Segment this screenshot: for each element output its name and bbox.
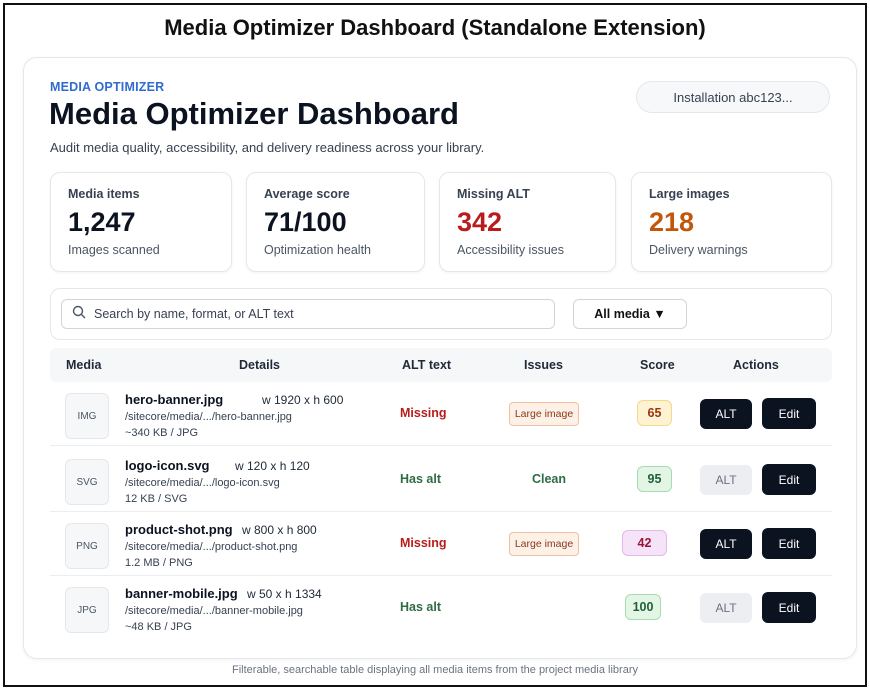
column-header-details: Details [239, 358, 280, 372]
stat-subtext: Images scanned [68, 243, 160, 257]
issue-status: Clean [531, 472, 567, 486]
column-header-issues: Issues [524, 358, 563, 372]
alt-status: Has alt [400, 600, 441, 614]
file-dimensions: w 120 x h 120 [235, 459, 310, 473]
media-thumbnail[interactable]: JPG [65, 587, 109, 633]
stat-subtext: Accessibility issues [457, 243, 564, 257]
dashboard-card: MEDIA OPTIMIZER Media Optimizer Dashboar… [23, 57, 857, 659]
alt-button[interactable]: ALT [700, 593, 752, 623]
alt-status: Missing [400, 536, 447, 550]
edit-button[interactable]: Edit [762, 464, 816, 495]
media-thumbnail[interactable]: PNG [65, 523, 109, 569]
stat-card-large-images: Large images 218 Delivery warnings [631, 172, 832, 272]
table-header: Media Details ALT text Issues Score Acti… [50, 348, 832, 382]
issue-badge: Large image [509, 402, 579, 426]
file-path: /sitecore/media/.../hero-banner.jpg [125, 411, 292, 423]
score-badge: 95 [637, 466, 672, 492]
stat-value: 71/100 [264, 207, 347, 237]
stat-card-media-items: Media items 1,247 Images scanned [50, 172, 232, 272]
search-icon [72, 305, 86, 324]
frame-title: Media Optimizer Dashboard (Standalone Ex… [164, 15, 706, 40]
file-meta: 12 KB / SVG [125, 493, 188, 505]
search-input[interactable] [94, 301, 554, 327]
search-box[interactable] [61, 299, 555, 329]
edit-button[interactable]: Edit [762, 398, 816, 429]
file-meta: ~340 KB / JPG [125, 427, 199, 439]
file-name: hero-banner.jpg [125, 392, 224, 407]
file-meta: ~48 KB / JPG [125, 621, 192, 633]
file-meta: 1.2 MB / PNG [125, 557, 193, 569]
filter-toolbar: All media ▼ [50, 288, 832, 340]
stat-card-average-score: Average score 71/100 Optimization health [246, 172, 425, 272]
file-dimensions: w 50 x h 1334 [247, 587, 322, 601]
column-header-alt-text: ALT text [402, 358, 452, 372]
file-path: /sitecore/media/.../logo-icon.svg [125, 477, 280, 489]
stat-subtext: Delivery warnings [649, 243, 748, 257]
score-badge: 42 [622, 530, 667, 556]
table-row: SVG logo-icon.svg w 120 x h 120 /sitecor… [50, 448, 832, 512]
column-header-media: Media [66, 358, 102, 372]
eyebrow-label: MEDIA OPTIMIZER [50, 80, 165, 94]
file-dimensions: w 1920 x h 600 [262, 393, 344, 407]
stat-label: Missing ALT [457, 187, 530, 201]
screenshot-frame: Media Optimizer Dashboard (Standalone Ex… [3, 3, 867, 687]
edit-button[interactable]: Edit [762, 528, 816, 559]
alt-button[interactable]: ALT [700, 529, 752, 559]
table-row: IMG hero-banner.jpg w 1920 x h 600 /site… [50, 382, 832, 446]
issue-badge: Large image [509, 532, 579, 556]
page-subtitle: Audit media quality, accessibility, and … [50, 140, 485, 155]
stat-value: 342 [457, 207, 503, 237]
file-dimensions: w 800 x h 800 [242, 523, 317, 537]
column-header-score: Score [640, 358, 675, 372]
file-name: product-shot.png [125, 522, 233, 537]
file-name: logo-icon.svg [125, 458, 210, 473]
stat-subtext: Optimization health [264, 243, 372, 257]
stat-label: Large images [649, 187, 730, 201]
file-path: /sitecore/media/.../product-shot.png [125, 541, 298, 553]
page-title: Media Optimizer Dashboard [49, 96, 459, 131]
column-header-actions: Actions [733, 358, 779, 372]
file-path: /sitecore/media/.../banner-mobile.jpg [125, 605, 303, 617]
stat-label: Average score [264, 187, 350, 201]
stat-label: Media items [68, 187, 140, 201]
table-row: PNG product-shot.png w 800 x h 800 /site… [50, 512, 832, 576]
score-badge: 100 [625, 594, 661, 620]
file-name: banner-mobile.jpg [125, 586, 238, 601]
alt-status: Has alt [400, 472, 441, 486]
stat-card-missing-alt: Missing ALT 342 Accessibility issues [439, 172, 616, 272]
alt-status: Missing [400, 406, 447, 420]
stat-value: 218 [649, 207, 695, 237]
edit-button[interactable]: Edit [762, 592, 816, 623]
installation-badge[interactable]: Installation abc123... [636, 81, 830, 113]
media-thumbnail[interactable]: SVG [65, 459, 109, 505]
alt-button[interactable]: ALT [700, 465, 752, 495]
table-row: JPG banner-mobile.jpg w 50 x h 1334 /sit… [50, 576, 832, 640]
media-filter-dropdown[interactable]: All media ▼ [573, 299, 687, 329]
media-thumbnail[interactable]: IMG [65, 393, 109, 439]
stat-value: 1,247 [68, 207, 136, 237]
alt-button[interactable]: ALT [700, 399, 752, 429]
score-badge: 65 [637, 400, 672, 426]
figure-caption: Filterable, searchable table displaying … [232, 664, 638, 676]
